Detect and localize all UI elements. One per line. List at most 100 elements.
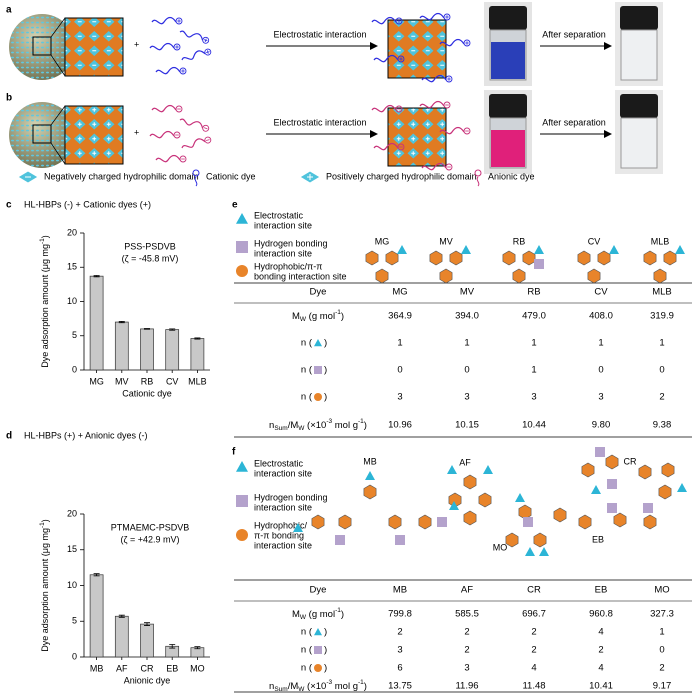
table-cell: 3 bbox=[464, 663, 469, 674]
table-cell: 10.15 bbox=[455, 420, 479, 431]
legend-text: bonding interaction site bbox=[254, 271, 347, 281]
row-label-part: -3 bbox=[326, 418, 332, 425]
panel-label: a bbox=[6, 5, 12, 16]
row-label: ) bbox=[324, 645, 327, 656]
table-cell: 1 bbox=[464, 338, 469, 349]
error-bar bbox=[93, 275, 100, 278]
icon-hbond bbox=[395, 535, 405, 545]
table-cell: 696.7 bbox=[522, 609, 546, 620]
table-cell: 6 bbox=[397, 663, 402, 674]
surface bbox=[64, 105, 124, 165]
structure-name: MV bbox=[439, 236, 453, 246]
table-cell: 9.80 bbox=[592, 420, 611, 431]
table-cell: 2 bbox=[397, 627, 402, 638]
ring bbox=[502, 250, 516, 266]
ring bbox=[597, 250, 611, 266]
error-bar bbox=[169, 644, 176, 649]
legend-text: Hydrogen bonding bbox=[254, 238, 328, 248]
icon-electrostatic bbox=[236, 461, 248, 472]
x-tick-label: RB bbox=[141, 376, 154, 386]
icon-electrostatic bbox=[449, 501, 459, 510]
annotation: (ζ = -45.8 mV) bbox=[122, 253, 179, 263]
ring bbox=[505, 532, 519, 548]
row-label-part: -1 bbox=[358, 418, 364, 425]
y-tick-label: 20 bbox=[67, 227, 77, 237]
ring bbox=[512, 268, 526, 284]
ring bbox=[577, 250, 591, 266]
icon-electrostatic bbox=[483, 465, 493, 474]
icon-electrostatic bbox=[591, 485, 601, 494]
x-tick-label: MO bbox=[190, 663, 205, 673]
row-label-part: mol g bbox=[332, 420, 358, 431]
legend-text: Electrostatic bbox=[254, 210, 304, 220]
table-cell: 2 bbox=[659, 663, 664, 674]
row-label-part: W bbox=[298, 686, 305, 693]
table-cell: 479.0 bbox=[522, 311, 546, 322]
table-header: AF bbox=[461, 585, 473, 596]
vial-liquid bbox=[491, 130, 525, 167]
row-label: n ( bbox=[301, 392, 313, 403]
table-header: Dye bbox=[310, 585, 327, 596]
ring bbox=[581, 462, 595, 478]
table-cell: 1 bbox=[531, 338, 536, 349]
y-axis-title-part: Dye adsorption amount (μg mg bbox=[40, 528, 50, 652]
y-axis-title-part: ) bbox=[40, 235, 50, 238]
structure-name: CV bbox=[588, 236, 601, 246]
annotation: PSS-PSDVB bbox=[124, 241, 176, 251]
x-tick-label: AF bbox=[116, 663, 128, 673]
bar bbox=[165, 329, 180, 371]
table-cell: 2 bbox=[659, 392, 664, 403]
row-label-part: mol g bbox=[332, 681, 358, 692]
row-label-part: (g mol bbox=[306, 311, 335, 322]
table-cell: 2 bbox=[531, 627, 536, 638]
row-label-part: -3 bbox=[326, 679, 332, 686]
table-header: Dye bbox=[310, 287, 327, 298]
vial bbox=[620, 117, 658, 169]
bar bbox=[190, 338, 205, 371]
x-tick-label: MB bbox=[90, 663, 104, 673]
row-label-part: ) bbox=[341, 311, 344, 322]
row-label-part: ) bbox=[341, 609, 344, 620]
ring bbox=[365, 250, 379, 266]
surface bbox=[387, 19, 447, 79]
table-cell: 0 bbox=[659, 365, 664, 376]
legend-icon bbox=[307, 174, 313, 180]
legend-text: Anionic dye bbox=[488, 171, 535, 181]
annotation: (ζ = +42.9 mV) bbox=[121, 534, 180, 544]
ring bbox=[658, 484, 672, 500]
ring bbox=[388, 514, 402, 530]
row-label-part: W bbox=[298, 425, 305, 432]
ring bbox=[533, 532, 547, 548]
y-axis-title: Dye adsorption amount (μg mg-1) bbox=[39, 519, 50, 652]
error-bar bbox=[194, 337, 201, 340]
table-header: RB bbox=[527, 287, 540, 298]
icon-electrostatic bbox=[461, 245, 471, 254]
step-label: Electrostatic interaction bbox=[273, 29, 366, 39]
table-cell: 10.41 bbox=[589, 681, 613, 692]
row-label-part: (×10 bbox=[304, 420, 326, 431]
ring bbox=[613, 512, 627, 528]
icon-hbond bbox=[236, 495, 248, 507]
icon-hbond bbox=[523, 517, 533, 527]
scheme-b: b + Electrostatic interaction After sepa… bbox=[6, 90, 663, 174]
error-bar bbox=[118, 320, 125, 324]
y-axis-title-part: ) bbox=[40, 519, 50, 522]
error-bar bbox=[93, 573, 100, 577]
table-header: MO bbox=[654, 585, 669, 596]
table-cell: 2 bbox=[464, 627, 469, 638]
legend-icon bbox=[192, 169, 200, 177]
table-cell: 0 bbox=[659, 645, 664, 656]
icon-electrostatic bbox=[447, 465, 457, 474]
structure-name: MB bbox=[363, 456, 377, 466]
table-cell: 408.0 bbox=[589, 311, 613, 322]
row-label: ) bbox=[324, 392, 327, 403]
dye bbox=[149, 42, 181, 51]
row-label: nSum/MW (×10-3 mol g-1) bbox=[269, 679, 367, 693]
particle-domains bbox=[9, 102, 75, 168]
row-label: ) bbox=[324, 338, 327, 349]
row-label-part: -1 bbox=[358, 679, 364, 686]
structure-name: MG bbox=[375, 236, 390, 246]
error-bar bbox=[169, 328, 176, 331]
plus: + bbox=[134, 127, 139, 137]
table-cell: 799.8 bbox=[388, 609, 412, 620]
